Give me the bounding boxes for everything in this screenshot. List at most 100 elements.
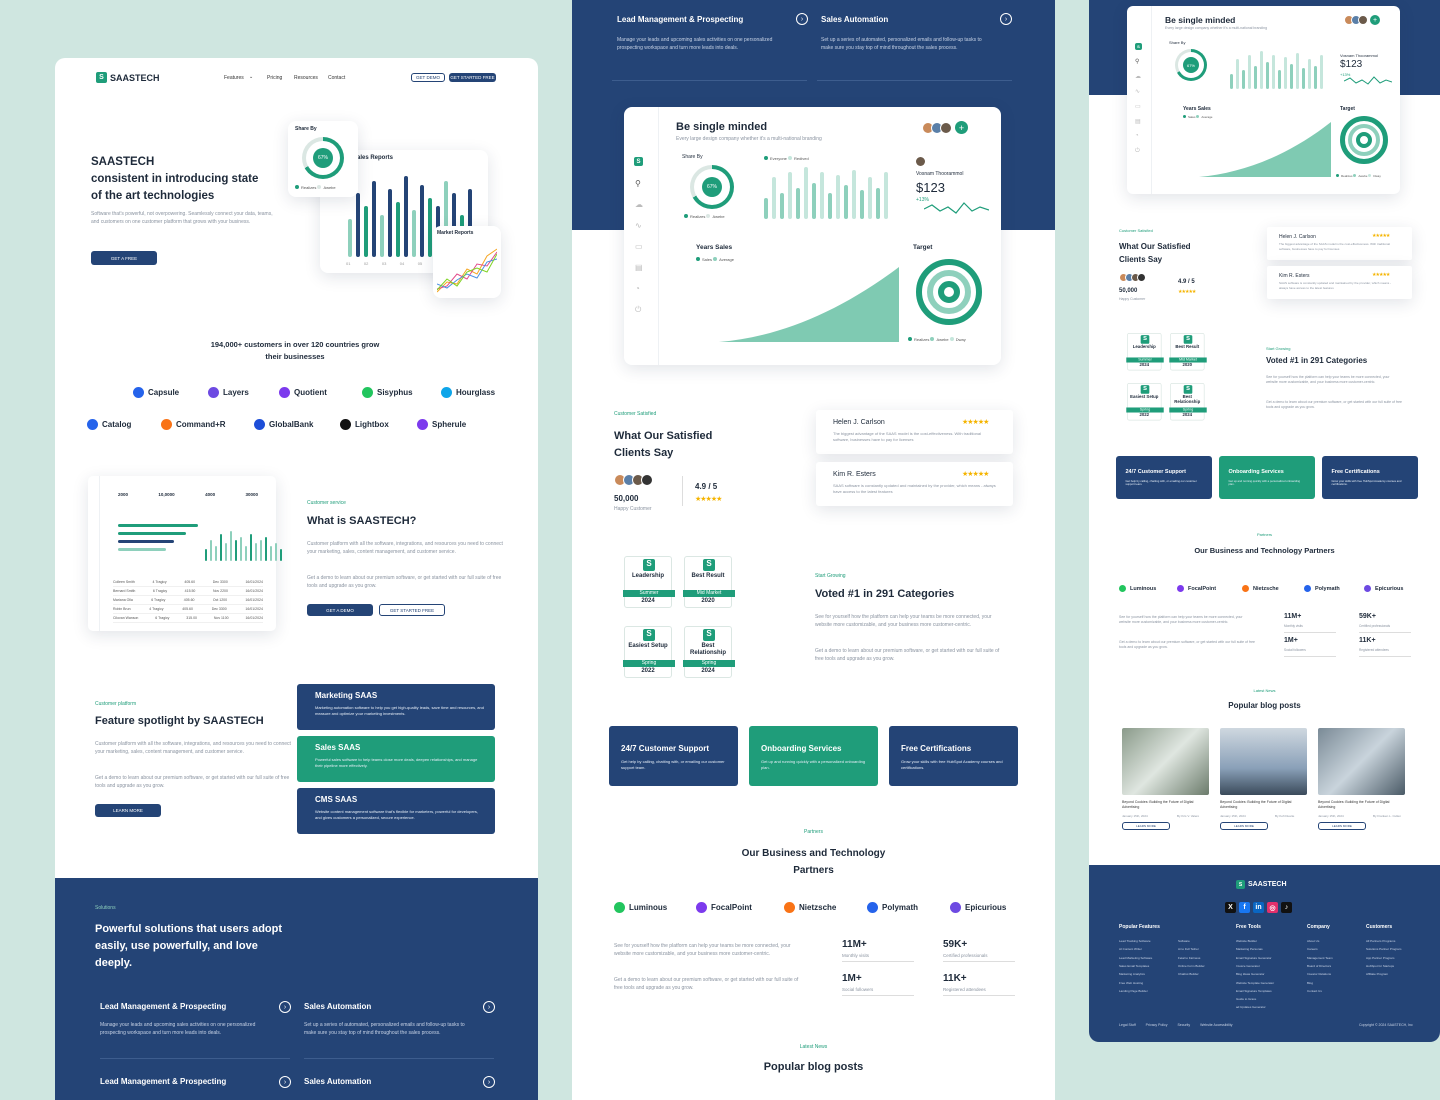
footer-link[interactable]: HubSpot for Startups xyxy=(1366,963,1395,968)
chart-icon[interactable]: ◔ xyxy=(635,284,640,293)
brand-logo[interactable]: S SAASTECH xyxy=(96,72,160,83)
blog-learn-more-button[interactable]: LEARN MORE xyxy=(1220,822,1268,830)
blog-post-title[interactable]: Beyond Cookies: Building the Future of D… xyxy=(1122,800,1194,809)
power-icon[interactable]: ⏻ xyxy=(635,305,642,314)
calendar-icon[interactable]: ▤ xyxy=(1135,119,1141,125)
footer-link[interactable]: About Us xyxy=(1307,939,1320,943)
footer-link[interactable]: AI Content Writer xyxy=(1119,947,1142,952)
footer-legal-link[interactable]: Legal Stuff xyxy=(1119,1023,1136,1027)
review-stars: ★★★★★ xyxy=(1372,233,1390,239)
footer-link[interactable]: Contact Us xyxy=(1307,988,1322,993)
footer-legal-link[interactable]: Website Accessibility xyxy=(1200,1023,1233,1027)
service-card[interactable]: Onboarding Services Get up and running qu… xyxy=(1219,456,1315,499)
footer-link[interactable]: Board of Directors xyxy=(1307,963,1332,968)
service-card[interactable]: Onboarding Services Get up and running qu… xyxy=(749,726,878,786)
calendar-icon[interactable]: ▤ xyxy=(635,263,643,272)
footer-link[interactable]: Careers xyxy=(1307,947,1318,952)
chevron-right-icon[interactable]: › xyxy=(483,1076,495,1088)
service-card[interactable]: Free Certifications Grow your skills with… xyxy=(1322,456,1418,499)
spotlight-card[interactable]: Sales SAAS Powerful sales software to hel… xyxy=(297,736,495,782)
blog-image[interactable] xyxy=(1220,728,1307,795)
instagram-icon[interactable]: ◎ xyxy=(1267,902,1278,913)
get-demo-button[interactable]: GET DEMO xyxy=(411,73,445,82)
footer-link[interactable]: Free Web Hosting xyxy=(1119,980,1144,985)
blog-learn-more-button[interactable]: LEARN MORE xyxy=(1318,822,1366,830)
service-card[interactable]: 24/7 Customer Support Get help by calling… xyxy=(609,726,738,786)
facebook-icon[interactable]: f xyxy=(1239,902,1250,913)
blog-post-title[interactable]: Beyond Cookies: Building the Future of D… xyxy=(1220,800,1292,809)
footer-logo[interactable]: S SAASTECH xyxy=(1236,880,1287,889)
footer-link[interactable]: App Partner Program xyxy=(1366,955,1395,960)
add-member-icon[interactable]: + xyxy=(955,121,968,134)
footer-link[interactable]: Investor Relations xyxy=(1307,972,1332,977)
nav-features[interactable]: Features xyxy=(224,75,244,81)
add-member-icon[interactable]: + xyxy=(1370,15,1380,25)
footer-link[interactable]: Chatbot Builder xyxy=(1178,972,1199,977)
footer-link[interactable]: Sales Email Templates xyxy=(1119,963,1150,968)
footer-link[interactable]: Management Team xyxy=(1307,955,1333,960)
spotlight-card[interactable]: Marketing SAAS Marketing automation softw… xyxy=(297,684,495,730)
team-avatars[interactable]: + xyxy=(1344,15,1380,25)
pulse-icon[interactable]: ∿ xyxy=(635,221,642,230)
footer-link[interactable]: Guide to Grace xyxy=(1236,997,1257,1002)
blog-post-title[interactable]: Beyond Cookies: Building the Future of D… xyxy=(1318,800,1390,809)
blog-learn-more-button[interactable]: LEARN MORE xyxy=(1122,822,1170,830)
footer-link[interactable]: Invoice Generator xyxy=(1236,963,1260,968)
footer-link[interactable]: Lead Tracking Software xyxy=(1119,939,1151,943)
footer-link[interactable]: Website Builder xyxy=(1236,939,1257,943)
service-card[interactable]: Free Certifications Grow your skills with… xyxy=(889,726,1018,786)
spotlight-card[interactable]: CMS SAAS Website content management softw… xyxy=(297,788,495,834)
learn-more-button[interactable]: LEARN MORE xyxy=(95,804,161,817)
tiktok-icon[interactable]: ♪ xyxy=(1281,902,1292,913)
cloud-icon[interactable]: ☁ xyxy=(635,200,643,209)
footer-link[interactable]: Solutions Partner Program xyxy=(1366,947,1402,952)
footer-link[interactable]: Email Signature Templates xyxy=(1236,988,1272,993)
linkedin-icon[interactable]: in xyxy=(1253,902,1264,913)
hero-cta-button[interactable]: GET A FREE xyxy=(91,251,157,265)
review-text: SAAS software is constantly updated and … xyxy=(833,483,996,494)
footer-link[interactable]: Marketing Personas xyxy=(1236,947,1263,952)
chart-icon[interactable]: ◔ xyxy=(1135,133,1139,139)
blog-image[interactable] xyxy=(1318,728,1405,795)
nav-pricing[interactable]: Pricing xyxy=(267,75,283,81)
image-icon[interactable]: ▭ xyxy=(635,242,643,251)
footer-link[interactable]: Blog xyxy=(1307,980,1314,985)
user-icon[interactable]: ⚲ xyxy=(635,179,641,188)
image-icon[interactable]: ▭ xyxy=(1135,104,1141,110)
footer-link[interactable]: Ai to Full Tether xyxy=(1178,947,1199,952)
get-started-free-button[interactable]: GET STARTED FREE xyxy=(379,604,445,616)
chevron-right-icon[interactable]: › xyxy=(796,13,808,25)
footer-link[interactable]: ad Updates Generator xyxy=(1236,1005,1266,1010)
partner-logo-label: Epicurious xyxy=(965,903,1007,912)
footer-link[interactable]: Affiliate Program xyxy=(1366,972,1389,977)
nav-resources[interactable]: Resources xyxy=(294,75,318,81)
chevron-right-icon[interactable]: › xyxy=(483,1001,495,1013)
service-card[interactable]: 24/7 Customer Support Get help by calling… xyxy=(1116,456,1212,499)
footer-link[interactable]: Online Form Builder xyxy=(1178,963,1205,968)
blog-image[interactable] xyxy=(1122,728,1209,795)
chevron-right-icon[interactable]: › xyxy=(1000,13,1012,25)
footer-legal-link[interactable]: Privacy Policy xyxy=(1145,1023,1168,1027)
get-started-button[interactable]: GET STARTED FREE xyxy=(449,73,496,82)
footer-legal-link[interactable]: Security xyxy=(1177,1023,1191,1027)
power-icon[interactable]: ⏻ xyxy=(1135,148,1140,154)
nav-contact[interactable]: Contact xyxy=(328,75,346,81)
pulse-icon[interactable]: ∿ xyxy=(1135,89,1141,95)
chevron-right-icon[interactable]: › xyxy=(279,1001,291,1013)
footer-link[interactable]: Marketing Analytics xyxy=(1119,972,1145,977)
get-a-demo-button[interactable]: GET A DEMO xyxy=(307,604,373,616)
footer-link[interactable]: Landing Page Builder xyxy=(1119,988,1148,993)
x-twitter-icon[interactable]: X xyxy=(1225,902,1236,913)
footer-link[interactable]: All Partners Programs xyxy=(1366,939,1396,943)
market-lines xyxy=(437,248,497,293)
footer-link[interactable]: Software xyxy=(1178,939,1190,943)
footer-link[interactable]: Blog Ideas Generator xyxy=(1236,972,1265,977)
user-icon[interactable]: ⚲ xyxy=(1135,59,1140,65)
footer-link[interactable]: Fetal to Fairness xyxy=(1178,955,1201,960)
footer-link[interactable]: Email Signature Generator xyxy=(1236,955,1272,960)
footer-link[interactable]: Website Template Generator xyxy=(1236,980,1275,985)
chevron-right-icon[interactable]: › xyxy=(279,1076,291,1088)
footer-link[interactable]: Lead Marketing Software xyxy=(1119,955,1153,960)
cloud-icon[interactable]: ☁ xyxy=(1135,74,1141,80)
team-avatars[interactable]: + xyxy=(922,121,968,134)
